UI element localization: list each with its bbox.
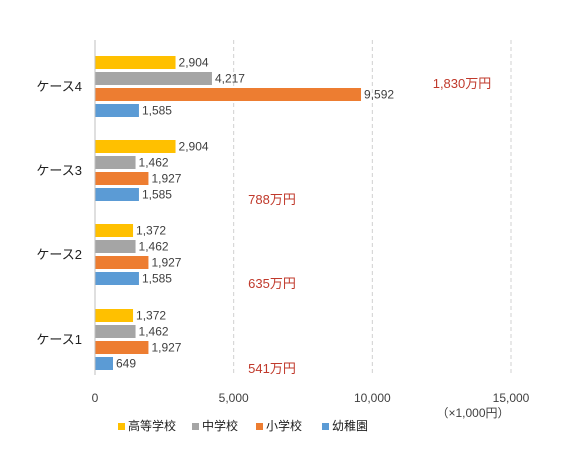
bar-value-label: 2,904 (179, 56, 209, 70)
bar (95, 156, 136, 169)
bars (95, 56, 362, 370)
bar-value-label: 2,904 (179, 140, 209, 154)
legend-swatch (118, 423, 125, 430)
bar-value-label: 1,462 (139, 325, 169, 339)
x-tick-label: 0 (92, 391, 99, 405)
labels: 2,904 4,217 9,592 1,585 ケース4 1,830万円 2,904 1,46… (36, 56, 491, 377)
legend-swatch (256, 423, 263, 430)
bar (95, 256, 149, 269)
category-label: ケース2 (36, 247, 82, 262)
bar-value-label: 1,462 (139, 156, 169, 170)
legend-entry: 高等学校 (128, 418, 176, 433)
legend-entry: 中学校 (202, 418, 238, 433)
bar-value-label: 1,585 (142, 272, 172, 286)
axes: 0 5,000 10,000 15,000（×1,000円） (92, 40, 530, 420)
bar (95, 240, 136, 253)
total-annotation: 1,830万円 (433, 76, 492, 91)
x-tick-label: 15,000 (493, 391, 530, 405)
legend-swatch (322, 423, 329, 430)
legend-entry: 小学校 (266, 418, 302, 433)
x-tick-label: 5,000 (219, 391, 249, 405)
bar (95, 56, 176, 69)
bar (95, 357, 113, 370)
bar-value-label: 1,372 (136, 309, 166, 323)
bar-value-label: 1,927 (151, 172, 181, 186)
bar (95, 341, 149, 354)
bar-value-label: 1,927 (151, 341, 181, 355)
bar (95, 104, 139, 117)
bar-value-label: 1,462 (139, 240, 169, 254)
bar (95, 140, 176, 153)
total-annotation: 541万円 (248, 361, 296, 376)
bar-value-label: 9,592 (364, 88, 394, 102)
total-annotation: 635万円 (248, 276, 296, 291)
legend: 高等学校 中学校 小学校 幼稚園 (118, 418, 368, 433)
category-label: ケース3 (36, 163, 82, 178)
bar (95, 72, 212, 85)
bar (95, 172, 149, 185)
bar-value-label: 649 (116, 357, 136, 371)
bar-value-label: 1,585 (142, 104, 172, 118)
bar-value-label: 4,217 (215, 72, 245, 86)
bar-value-label: 1,372 (136, 224, 166, 238)
legend-entry: 幼稚園 (332, 419, 368, 433)
bar (95, 188, 139, 201)
x-tick-label: 10,000 (354, 391, 391, 405)
bar (95, 325, 136, 338)
bar-value-label: 1,927 (151, 256, 181, 270)
legend-swatch (192, 423, 199, 430)
unit-label: （×1,000円） (436, 406, 509, 420)
bar (95, 88, 362, 101)
bar (95, 272, 139, 285)
bar (95, 309, 134, 322)
bar (95, 224, 134, 237)
bar-value-label: 1,585 (142, 188, 172, 202)
category-label: ケース1 (36, 332, 82, 347)
total-annotation: 788万円 (248, 192, 296, 207)
category-label: ケース4 (36, 79, 82, 94)
